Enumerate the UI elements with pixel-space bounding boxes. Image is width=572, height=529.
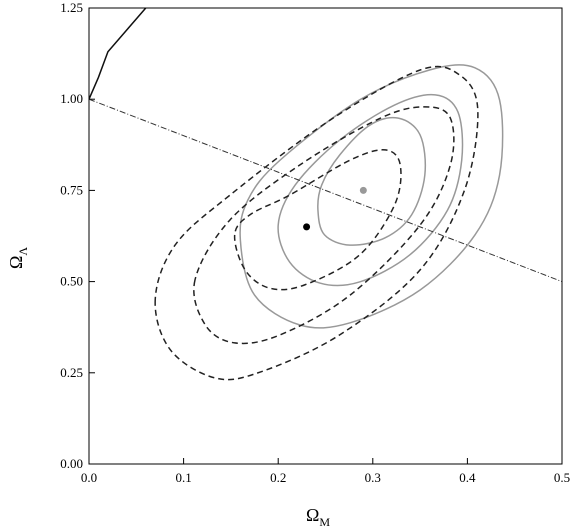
plot-frame: [88, 7, 563, 465]
contour-line: [193, 106, 455, 345]
x-tick-label: 0.3: [365, 470, 381, 485]
x-tick-label: 0.5: [554, 470, 570, 485]
contour-line: [233, 149, 402, 291]
y-label-symbol: Ω: [6, 256, 26, 269]
y-axis-label: ΩΛ: [6, 247, 30, 269]
y-tick-label: 1.25: [60, 0, 83, 15]
x-label-subscript: M: [319, 515, 330, 529]
y-label-subscript: Λ: [16, 247, 30, 256]
y-tick-label: 0.00: [60, 456, 83, 471]
contour-line: [154, 65, 479, 381]
x-label-symbol: Ω: [306, 505, 319, 525]
x-tick-label: 0.0: [81, 470, 97, 485]
y-tick-label: 0.50: [60, 274, 83, 289]
y-tick-label: 0.25: [60, 365, 83, 380]
contour-line: [317, 116, 427, 246]
contour-line: [277, 93, 464, 287]
x-axis-label: ΩM: [306, 505, 330, 529]
x-tick-label: 0.2: [270, 470, 286, 485]
point: [303, 223, 311, 231]
contour-line: [239, 64, 504, 329]
y-tick-label: 0.75: [60, 182, 83, 197]
curve: [89, 8, 147, 100]
x-tick-label: 0.4: [459, 470, 476, 485]
curve: [89, 98, 562, 283]
point: [359, 186, 367, 194]
y-tick-label: 1.00: [60, 91, 83, 106]
x-tick-label: 0.1: [175, 470, 191, 485]
